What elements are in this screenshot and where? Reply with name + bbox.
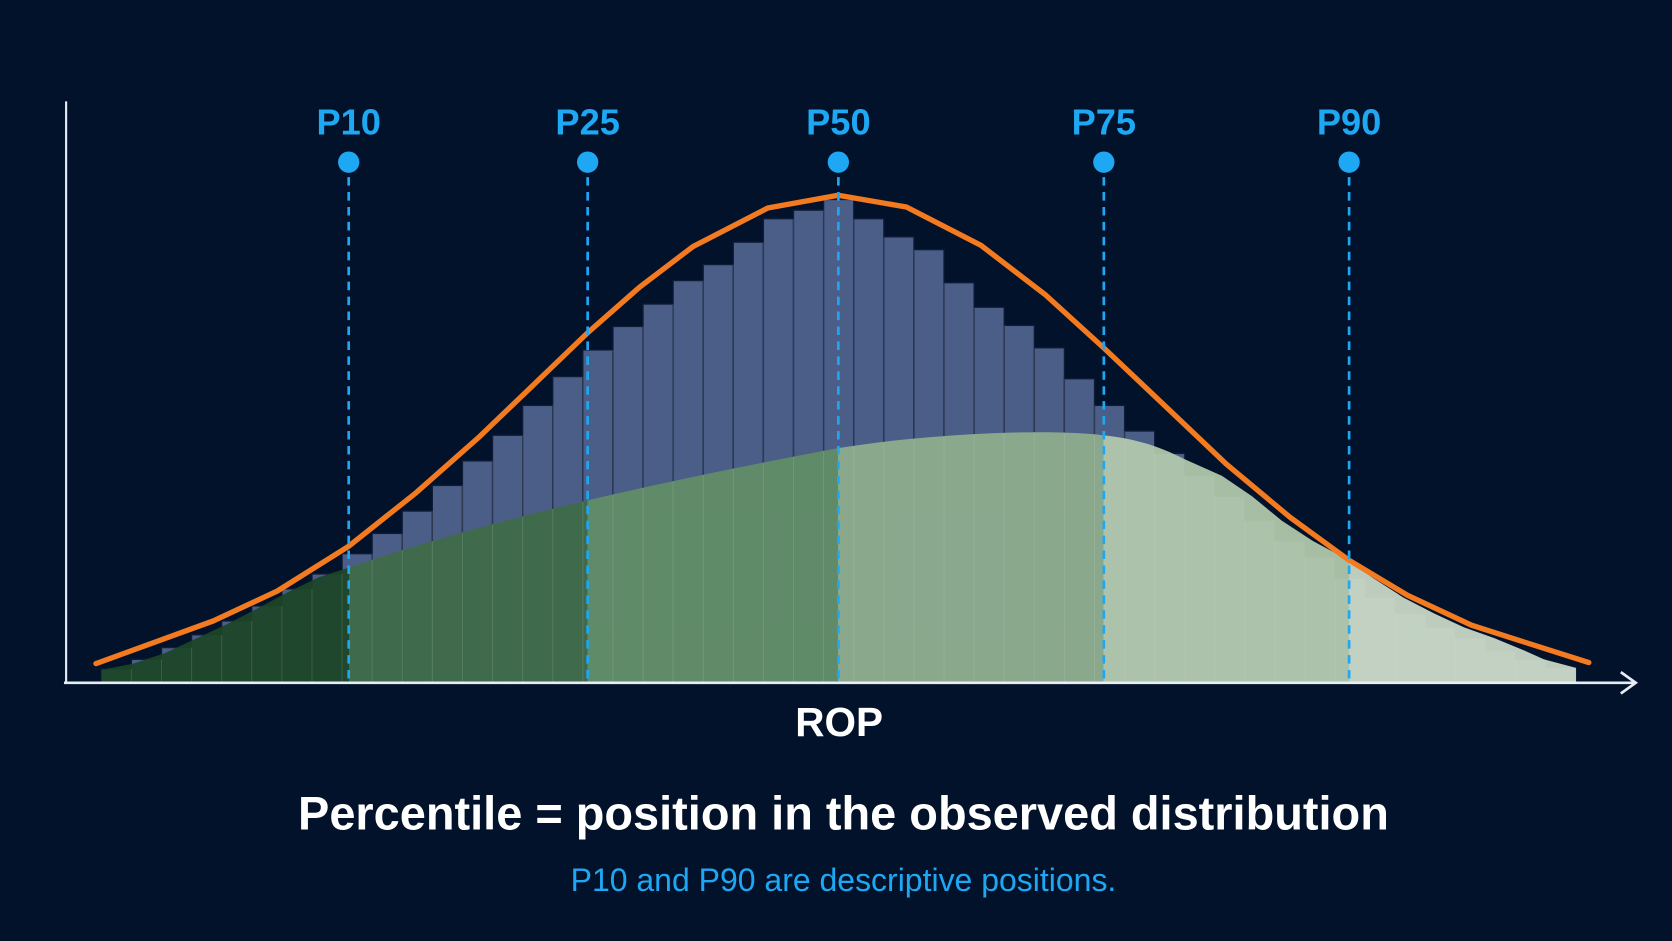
percentile-markers: P10 P25 P50 P75 P90 — [316, 101, 1381, 683]
bar-separators — [130, 210, 1547, 683]
chart-subtitle: P10 and P90 are descriptive positions. — [571, 862, 1117, 898]
percentile-dot — [576, 151, 599, 173]
percentile-label: P25 — [555, 101, 619, 142]
percentile-dot — [827, 151, 850, 173]
percentile-label: P75 — [1072, 101, 1136, 142]
fitted-curve — [93, 192, 1592, 667]
x-axis-label: ROP — [795, 699, 883, 745]
x-axis-arrow — [1620, 671, 1639, 695]
chart-title: Percentile = position in the observed di… — [298, 788, 1389, 840]
percentile-dot — [338, 151, 360, 173]
percentile-label: P90 — [1317, 101, 1381, 142]
percentile-label: P50 — [806, 101, 870, 142]
percentile-dot — [1338, 151, 1360, 173]
percentile-label: P10 — [316, 101, 380, 142]
percentile-dot — [1093, 151, 1115, 173]
